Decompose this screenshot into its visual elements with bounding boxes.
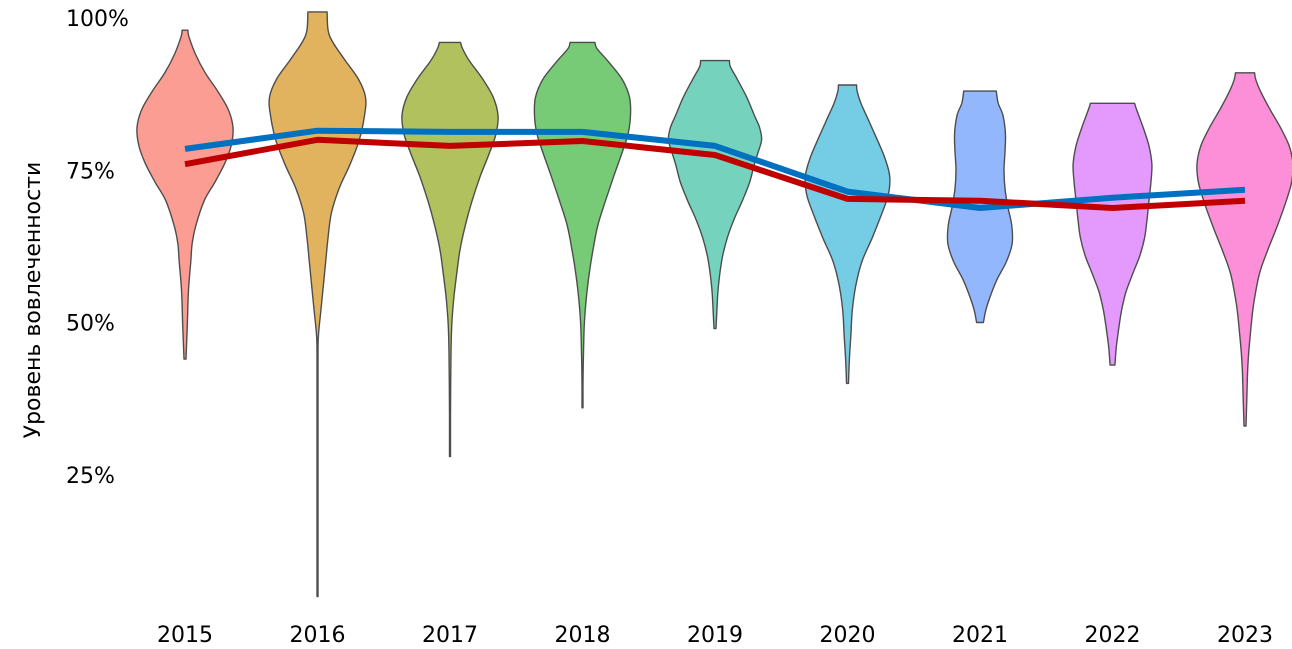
violin-2018 (533, 41, 632, 409)
violins-layer (136, 11, 1292, 598)
violin-2015 (136, 29, 234, 360)
violin-2023 (1196, 72, 1292, 427)
y-tick-label: 25% (66, 464, 115, 489)
x-tick-label: 2015 (157, 623, 213, 645)
y-tick-label: 75% (66, 159, 115, 184)
series-lines-layer (184, 127, 1246, 211)
violin-2020 (804, 84, 891, 385)
violin-2022 (1072, 102, 1153, 366)
y-tick-label: 100% (66, 7, 129, 32)
x-tick-label: 2019 (687, 623, 743, 645)
x-tick-label: 2016 (290, 623, 346, 645)
violin-2019 (667, 59, 763, 330)
y-axis-title: Уровень вовлеченности (21, 162, 46, 439)
x-tick-label: 2017 (422, 623, 478, 645)
x-tick-label: 2023 (1217, 623, 1273, 645)
y-tick-labels: 25% 50% 75% 100% (66, 7, 129, 489)
x-tick-label: 2021 (952, 623, 1008, 645)
violin-2016 (268, 11, 367, 598)
series-line-1 (184, 127, 1246, 211)
series-line-2 (184, 136, 1246, 211)
x-tick-label: 2018 (555, 623, 611, 645)
x-tick-labels: 2015 2016 2017 2018 2019 2020 2021 2022 2023 (157, 623, 1273, 648)
violin-2017 (401, 41, 499, 458)
y-tick-label: 50% (66, 312, 115, 337)
x-tick-label: 2022 (1085, 623, 1141, 645)
x-tick-label: 2020 (820, 623, 876, 645)
